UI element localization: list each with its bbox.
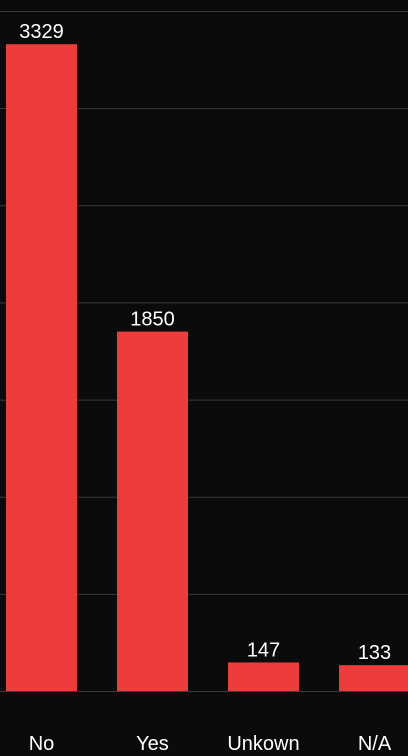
bar — [339, 665, 408, 691]
value-label: 133 — [358, 642, 391, 664]
value-label: 147 — [247, 639, 280, 661]
bar — [228, 662, 299, 691]
x-tick-label: No — [29, 733, 55, 755]
x-tick-label: Unkown — [227, 733, 299, 755]
value-label: 1850 — [130, 309, 175, 331]
bar — [6, 44, 77, 692]
value-label: 3329 — [19, 21, 64, 43]
x-tick-label: N/A — [358, 733, 392, 755]
x-tick-label: Yes — [136, 733, 169, 755]
bar — [117, 331, 188, 691]
